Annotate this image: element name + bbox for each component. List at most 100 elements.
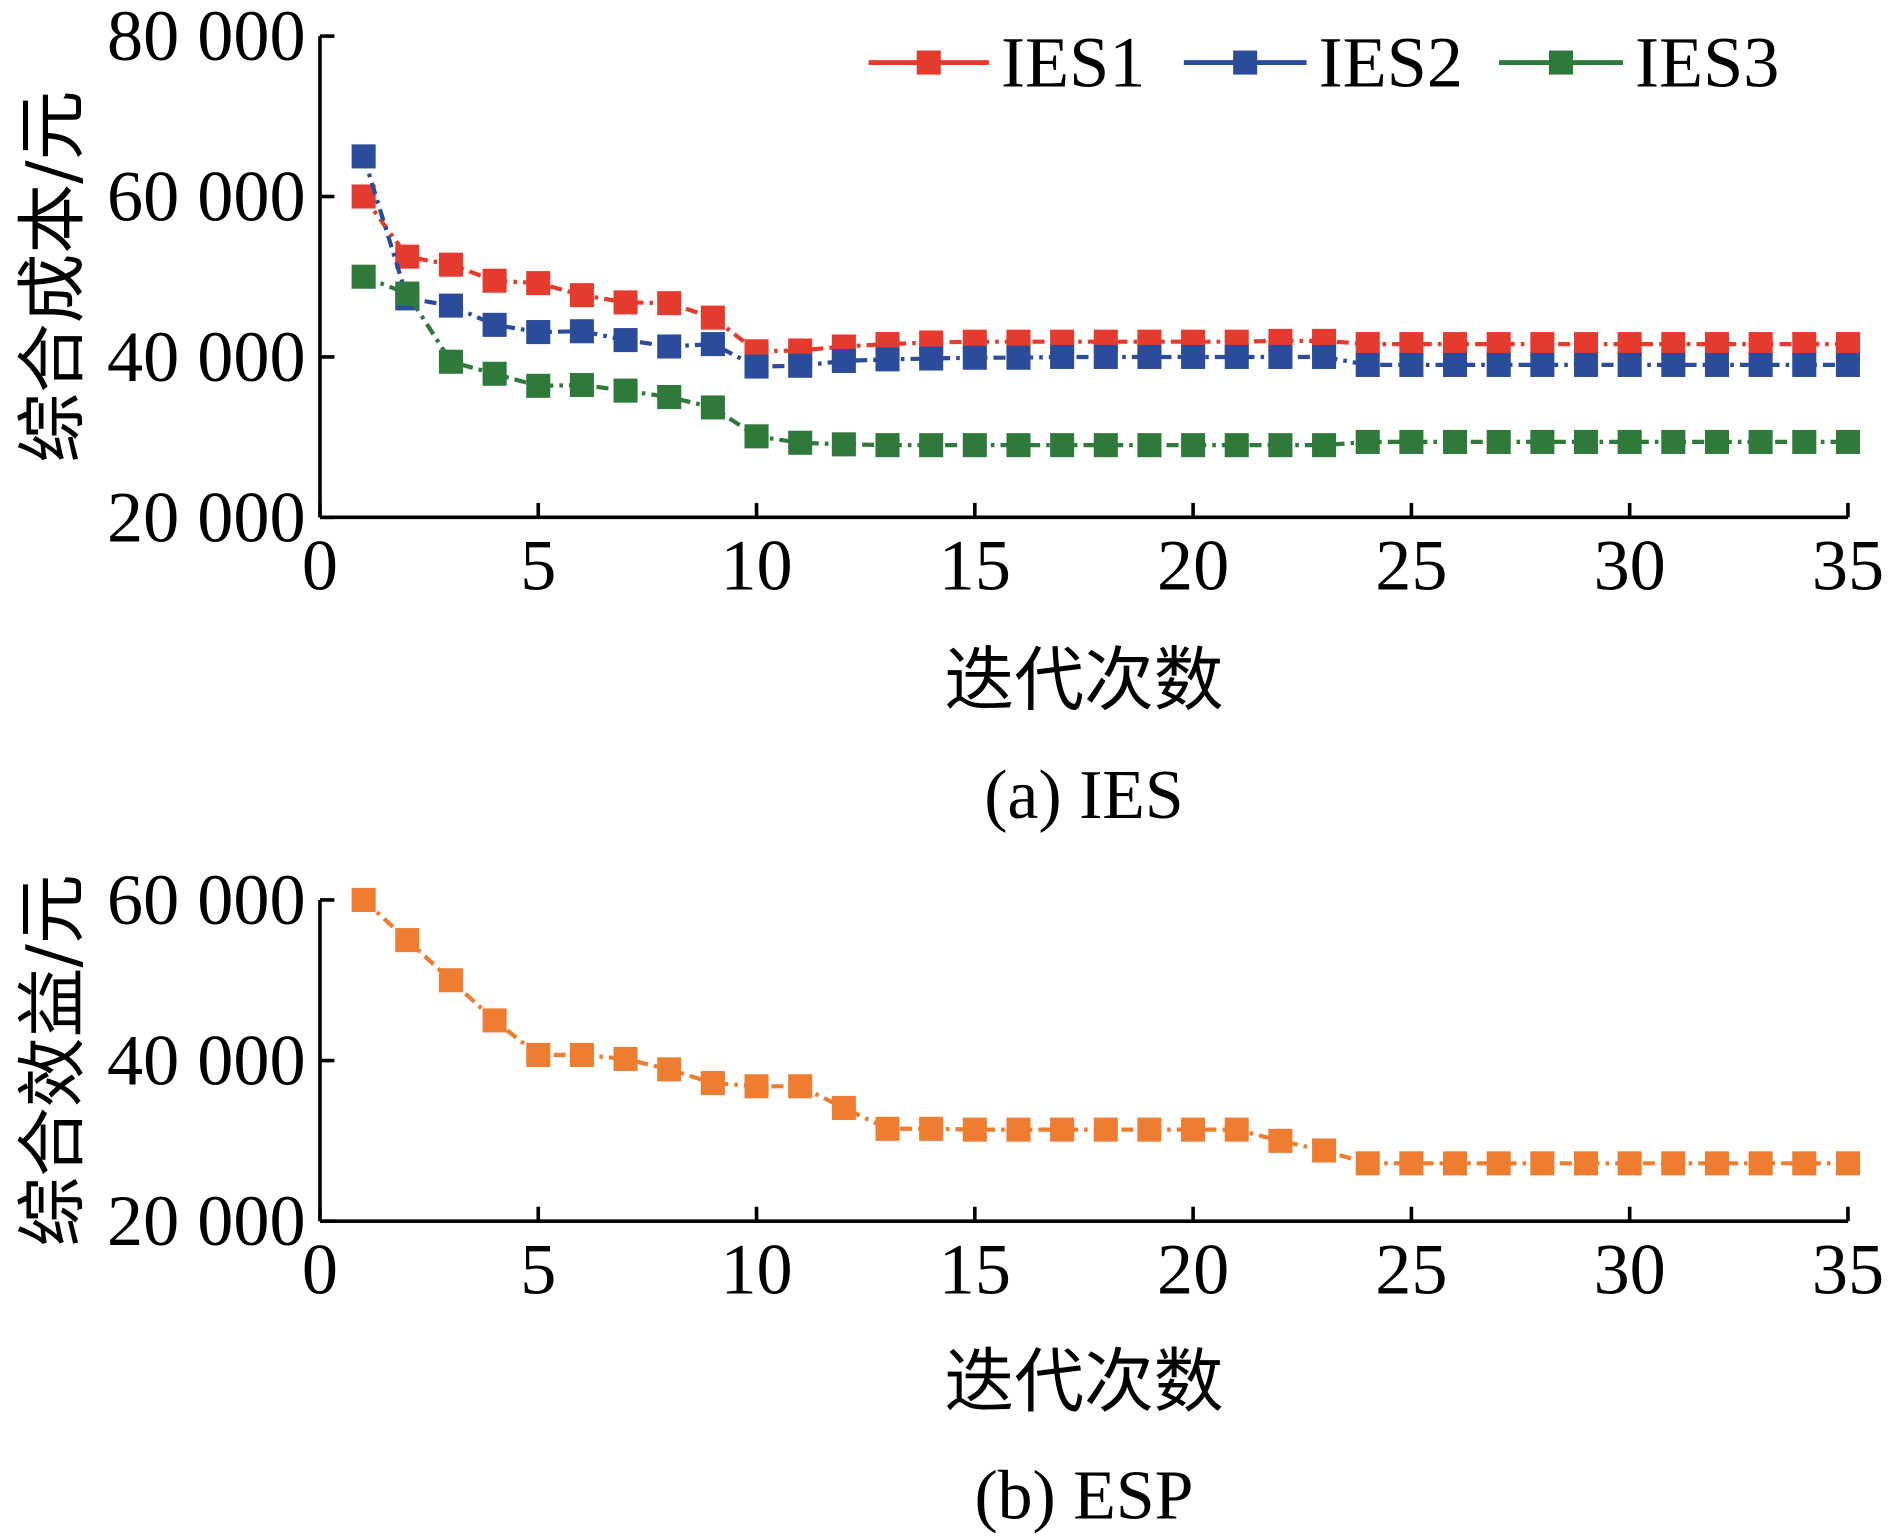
y-axis-label: 综合效益/元 (12, 874, 93, 1246)
ies1-data-point-7 (613, 290, 638, 315)
ies3-data-point-33 (1748, 429, 1773, 454)
ies2-data-point-30 (1617, 352, 1642, 377)
legend: IES1 IES2 IES3 (868, 23, 1779, 103)
ies2-data-point-19 (1137, 344, 1162, 369)
ies3-data-point-16 (1006, 433, 1031, 458)
x-tick-label: 30 (1594, 526, 1666, 606)
series-1-data-point-2 (395, 928, 420, 953)
ies1-data-point-27 (1486, 332, 1511, 357)
ies3-data-point-14 (919, 433, 944, 458)
ies2-data-point-16 (1006, 345, 1031, 370)
ies1-data-point-29 (1573, 332, 1599, 357)
ies1-data-point-32 (1704, 332, 1730, 357)
ies3-data-point-26 (1443, 429, 1468, 454)
y-axis-label: 综合成本/元 (12, 91, 93, 463)
ies3-data-point-6 (569, 372, 594, 398)
ies2-data-point-32 (1704, 352, 1730, 377)
series-1-data-point-28 (1530, 1151, 1555, 1176)
x-tick-label: 35 (1812, 526, 1884, 606)
panel-caption: (b) ESP (974, 1457, 1193, 1534)
ies2-data-point-26 (1443, 352, 1468, 377)
series-1-data-point-33 (1748, 1151, 1773, 1176)
y-tick-label: 60 000 (107, 157, 305, 237)
ies3-data-point-10 (744, 424, 769, 449)
series-1-data-point-31 (1661, 1151, 1686, 1176)
series-1-data-point-10 (744, 1074, 769, 1099)
x-axis-label: 迭代次数 (944, 1341, 1223, 1422)
x-tick-label: 0 (302, 1229, 338, 1309)
ies2-data-point-1 (351, 144, 376, 169)
ies2-data-point-6 (569, 319, 594, 344)
ies3-data-point-13 (875, 433, 900, 458)
series-1-data-point-6 (569, 1042, 594, 1067)
ies3-data-point-7 (613, 378, 638, 403)
ies1-data-point-8 (657, 291, 682, 316)
ies1-data-point-6 (569, 283, 594, 308)
ies3-data-point-21 (1224, 433, 1249, 458)
ies2-data-point-17 (1050, 344, 1075, 369)
series-1-data-point-19 (1137, 1117, 1162, 1142)
ies2-data-point-28 (1530, 352, 1555, 377)
series-1-data-point-8 (657, 1057, 682, 1082)
ies2-data-point-8 (657, 334, 682, 359)
ies2-data-point-3 (438, 293, 463, 318)
series-1-data-point-13 (875, 1116, 900, 1141)
series-1-data-point-1 (351, 887, 376, 912)
ies2-data-point-18 (1093, 344, 1118, 369)
ies2-data-point-10 (744, 354, 769, 379)
ies2-data-point-31 (1661, 352, 1686, 377)
x-tick-label: 25 (1375, 1229, 1447, 1309)
ies2-data-point-15 (962, 345, 987, 370)
panel-a-ies-cost-chart: 20 000 40 000 60 000 80 000 0 5 10 15 20 25 30 35 迭代… (12, 0, 1884, 834)
ies1-data-point-9 (700, 305, 725, 330)
series-1-data-point-7 (613, 1046, 638, 1071)
series-1-data-point-24 (1355, 1151, 1380, 1176)
x-tick-label: 15 (939, 1229, 1011, 1309)
y-tick-label: 20 000 (107, 477, 305, 557)
series-1-data-point-11 (788, 1074, 813, 1099)
series-1-data-point-26 (1443, 1151, 1468, 1176)
series-1-data-point-27 (1486, 1151, 1511, 1176)
ies3-data-point-18 (1093, 433, 1118, 458)
y-tick-label: 40 000 (107, 317, 305, 397)
ies2-data-point-14 (919, 346, 944, 371)
x-tick-label: 20 (1157, 526, 1229, 606)
ies3-data-point-23 (1312, 433, 1337, 458)
series-1-data-point-18 (1093, 1117, 1118, 1142)
ies3-data-point-3 (438, 349, 463, 374)
ies3-data-point-19 (1137, 433, 1162, 458)
x-tick-label: 20 (1157, 1229, 1229, 1309)
series-1-data-point-29 (1573, 1151, 1599, 1176)
ies2-data-point-20 (1181, 344, 1206, 369)
ies2-data-point-7 (613, 328, 638, 353)
ies2-data-point-13 (875, 347, 900, 372)
ies2-data-point-35 (1835, 352, 1860, 377)
ies2-data-point-22 (1268, 344, 1293, 369)
ies3-data-point-29 (1573, 429, 1599, 454)
series-1-data-point-16 (1006, 1117, 1031, 1142)
ies2-data-point-4 (482, 312, 507, 337)
ies3-data-point-9 (700, 395, 725, 420)
series-1-data-point-4 (482, 1008, 507, 1033)
series-1-data-point-25 (1399, 1151, 1424, 1176)
ies3-data-point-32 (1704, 429, 1730, 454)
legend-label-ies3: IES3 (1635, 23, 1779, 103)
series-1-data-point-12 (831, 1095, 856, 1120)
x-tick-label: 10 (720, 526, 792, 606)
ies1-data-point-34 (1792, 332, 1817, 357)
ies2-data-point-24 (1355, 352, 1380, 377)
ies3-data-point-11 (788, 430, 813, 455)
ies2-data-point-34 (1792, 352, 1817, 377)
ies3-data-point-27 (1486, 429, 1511, 454)
ies1-series-line (361, 195, 1848, 354)
ies1-data-point-35 (1835, 332, 1860, 357)
ies1-data-point-2 (395, 244, 420, 269)
ies1-data-point-4 (482, 268, 507, 293)
ies3-data-point-31 (1661, 429, 1686, 454)
panel-b-esp-benefit-chart: 20 000 40 000 60 000 0 5 10 15 20 25 30 35 迭代次数 综合效益… (12, 860, 1884, 1534)
legend-marker-ies3 (1548, 50, 1574, 75)
series-1-data-point-9 (700, 1071, 725, 1096)
ies1-data-point-3 (438, 252, 463, 277)
ies1-data-point-5 (526, 271, 551, 296)
series-1-data-point-34 (1792, 1151, 1817, 1176)
